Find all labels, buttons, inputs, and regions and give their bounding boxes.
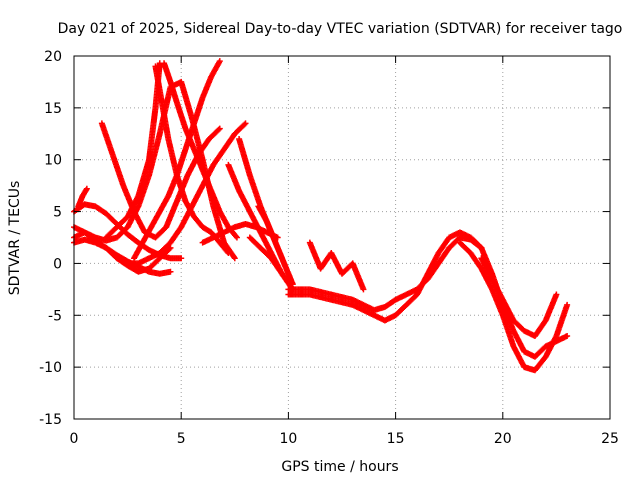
y-tick-label: 15	[44, 101, 62, 117]
series-arc-10	[152, 63, 232, 257]
data-point	[289, 281, 296, 288]
y-tick-label: -15	[39, 412, 62, 428]
series-arc-11	[161, 60, 240, 241]
y-tick-label: 5	[53, 205, 62, 221]
data-point	[564, 333, 571, 340]
axis-ticks	[73, 55, 611, 420]
x-tick-label: 0	[70, 431, 79, 447]
y-tick-label: -5	[48, 308, 62, 324]
series-arc-3	[71, 78, 238, 262]
series-arc-22	[478, 255, 560, 340]
data-point	[232, 233, 239, 240]
data-point	[564, 301, 571, 308]
chart-title: Day 021 of 2025, Sidereal Day-to-day VTE…	[58, 21, 623, 37]
data-point	[178, 255, 185, 262]
y-tick-label: 20	[44, 49, 62, 65]
series-arc-6	[98, 120, 223, 241]
data-point	[360, 286, 367, 293]
data-point	[231, 255, 238, 262]
data-point	[166, 245, 173, 252]
data-point	[224, 248, 231, 255]
x-tick-label: 10	[279, 431, 297, 447]
series-arc-5	[75, 185, 90, 210]
y-tick-label: 10	[44, 153, 62, 169]
x-tick-labels: 0 5 10 15 20 25	[70, 431, 619, 447]
plot-frame	[73, 55, 611, 420]
data-point	[167, 268, 174, 275]
data-point	[83, 185, 90, 192]
series-arc-18	[285, 229, 485, 324]
y-axis-title: SDTVAR / TECUs	[7, 181, 23, 296]
x-tick-label: 15	[387, 431, 405, 447]
data-point	[233, 234, 240, 241]
data-point	[225, 250, 232, 257]
series-arc-4	[71, 201, 185, 262]
data-point	[216, 125, 223, 132]
x-tick-label: 25	[601, 431, 619, 447]
data-point	[215, 126, 222, 133]
data-point	[553, 291, 560, 298]
data-point	[167, 244, 174, 251]
series-arc-17	[285, 234, 485, 314]
data-point	[241, 121, 248, 128]
data-series	[71, 58, 571, 374]
y-tick-labels: -15 -10 -5 0 5 10 15 20	[39, 49, 62, 428]
data-point	[216, 58, 223, 65]
x-tick-label: 5	[177, 431, 186, 447]
y-tick-label: 0	[53, 256, 62, 272]
series-arc-16	[255, 203, 296, 288]
x-tick-label: 20	[494, 431, 512, 447]
data-point	[242, 120, 249, 127]
series-arc-19	[306, 239, 367, 293]
y-tick-label: -10	[39, 360, 62, 376]
data-point	[230, 254, 237, 261]
series-arc-2	[71, 236, 174, 277]
x-axis-title: GPS time / hours	[281, 459, 398, 475]
